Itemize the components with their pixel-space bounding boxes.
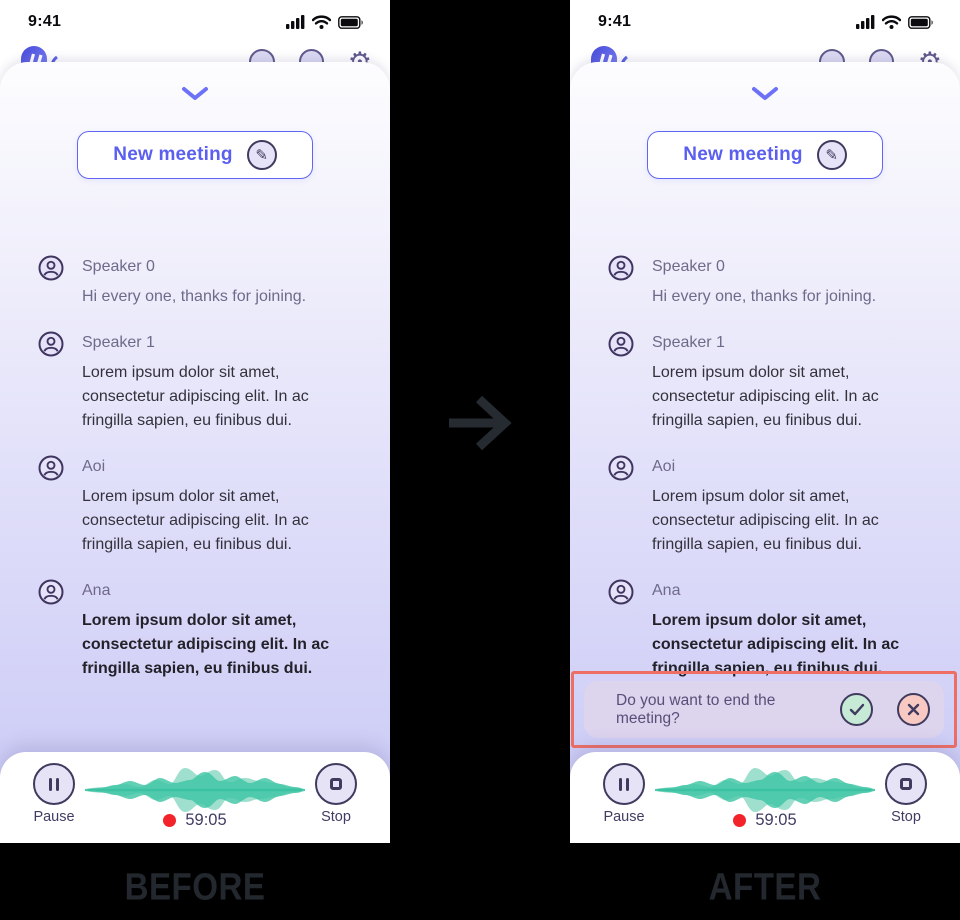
speaker-name: Speaker 1	[652, 334, 725, 351]
transcript-entry: Ana Lorem ipsum dolor sit amet, consecte…	[608, 579, 926, 681]
transcript-entry: Aoi Lorem ipsum dolor sit amet, consecte…	[38, 455, 356, 557]
speaker-avatar-icon	[608, 579, 634, 605]
speaker-name: Ana	[82, 582, 111, 599]
speaker-name: Speaker 1	[82, 334, 155, 351]
transcript-entry: Speaker 1 Lorem ipsum dolor sit amet, co…	[38, 331, 356, 433]
speaker-avatar-icon	[38, 579, 64, 605]
cellular-signal-icon	[286, 15, 305, 29]
speaker-name: Aoi	[652, 458, 676, 475]
new-meeting-button[interactable]: New meeting ✎	[77, 131, 313, 179]
transcript-entry: Speaker 1 Lorem ipsum dolor sit amet, co…	[608, 331, 926, 433]
phone-before: 9:41	[0, 0, 390, 843]
status-time: 9:41	[28, 13, 62, 30]
transcript-entry: Aoi Lorem ipsum dolor sit amet, consecte…	[608, 455, 926, 557]
stop-icon	[900, 778, 912, 790]
speaker-avatar-icon	[608, 255, 634, 281]
speaker-avatar-icon	[608, 331, 634, 357]
meeting-sheet: New meeting ✎ Speaker 0 Hi every one, th…	[570, 62, 960, 843]
transcript-list: Speaker 0 Hi every one, thanks for joini…	[38, 255, 356, 703]
stop-label: Stop	[321, 809, 351, 825]
speaker-name: Speaker 0	[82, 258, 155, 275]
speaker-message: Hi every one, thanks for joining.	[82, 288, 307, 305]
transition-arrow-icon	[449, 395, 512, 451]
recording-timer: 59:05	[755, 811, 797, 829]
stop-icon	[330, 778, 342, 790]
before-caption: BEFORE	[124, 864, 266, 908]
check-icon	[849, 703, 864, 716]
speaker-name: Ana	[652, 582, 681, 599]
speaker-avatar-icon	[38, 255, 64, 281]
wifi-icon	[882, 15, 901, 29]
recording-timer: 59:05	[185, 811, 227, 829]
chevron-down-icon[interactable]	[180, 86, 210, 101]
transcript-list: Speaker 0 Hi every one, thanks for joini…	[608, 255, 926, 703]
speaker-name: Aoi	[82, 458, 106, 475]
speaker-message: Lorem ipsum dolor sit amet, consectetur …	[82, 364, 309, 429]
speaker-avatar-icon	[38, 331, 64, 357]
recorder-bar: Pause Stop 59:05	[0, 752, 390, 843]
speaker-message: Lorem ipsum dolor sit amet, consectetur …	[82, 488, 309, 553]
transcript-entry: Ana Lorem ipsum dolor sit amet, consecte…	[38, 579, 356, 681]
wifi-icon	[312, 15, 331, 29]
speaker-message: Lorem ipsum dolor sit amet, consectetur …	[82, 612, 330, 677]
speaker-avatar-icon	[38, 455, 64, 481]
pause-button[interactable]	[33, 763, 75, 805]
pause-button[interactable]	[603, 763, 645, 805]
edit-pencil-icon[interactable]: ✎	[816, 140, 847, 170]
status-bar: 9:41	[570, 0, 960, 40]
audio-waveform	[85, 768, 305, 812]
pause-label: Pause	[33, 809, 75, 825]
phone-after: 9:41	[570, 0, 960, 843]
pause-icon	[49, 777, 59, 791]
recording-time-row: 59:05	[570, 811, 960, 830]
transcript-entry: Speaker 0 Hi every one, thanks for joini…	[38, 255, 356, 309]
status-bar: 9:41	[0, 0, 390, 40]
battery-icon	[338, 15, 363, 29]
pause-label: Pause	[603, 809, 645, 825]
stop-label: Stop	[891, 809, 921, 825]
close-icon	[907, 703, 920, 716]
cancel-end-button[interactable]	[897, 693, 930, 726]
end-meeting-dialog: Do you want to end the meeting?	[584, 681, 944, 738]
speaker-message: Lorem ipsum dolor sit amet, consectetur …	[652, 364, 879, 429]
edit-pencil-icon[interactable]: ✎	[246, 140, 277, 170]
recording-indicator-dot	[733, 814, 747, 827]
chevron-down-icon[interactable]	[750, 86, 780, 101]
recorder-bar: Pause Stop 59:05	[570, 752, 960, 843]
speaker-message: Hi every one, thanks for joining.	[652, 288, 877, 305]
cellular-signal-icon	[856, 15, 875, 29]
new-meeting-label: New meeting	[683, 144, 803, 165]
after-caption: AFTER	[708, 864, 822, 908]
speaker-name: Speaker 0	[652, 258, 725, 275]
recording-time-row: 59:05	[0, 811, 390, 830]
change-highlight-box: Do you want to end the meeting?	[571, 671, 957, 748]
speaker-message: Lorem ipsum dolor sit amet, consectetur …	[652, 488, 879, 553]
stop-button[interactable]	[315, 763, 357, 805]
pause-icon	[619, 777, 629, 791]
recording-indicator-dot	[163, 814, 177, 827]
confirm-end-button[interactable]	[840, 693, 873, 726]
new-meeting-label: New meeting	[113, 144, 233, 165]
stop-button[interactable]	[885, 763, 927, 805]
transcript-entry: Speaker 0 Hi every one, thanks for joini…	[608, 255, 926, 309]
status-time: 9:41	[598, 13, 632, 30]
battery-icon	[908, 15, 933, 29]
dialog-question: Do you want to end the meeting?	[616, 691, 776, 727]
meeting-sheet: New meeting ✎ Speaker 0 Hi every one, th…	[0, 62, 390, 843]
new-meeting-button[interactable]: New meeting ✎	[647, 131, 883, 179]
audio-waveform	[655, 768, 875, 812]
speaker-avatar-icon	[608, 455, 634, 481]
